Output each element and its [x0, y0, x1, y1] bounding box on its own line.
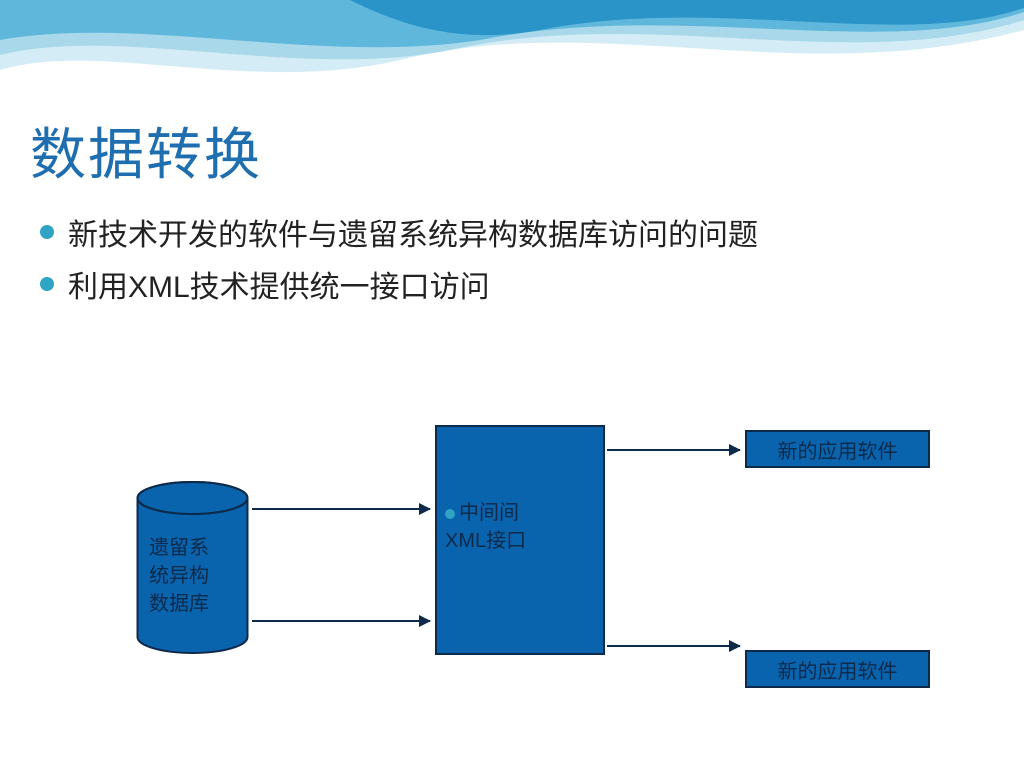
node-app-bottom: 新的应用软件: [745, 650, 930, 688]
label-line: 统异构: [149, 565, 209, 587]
edge-arrow: [252, 620, 430, 622]
bullet-dot-icon: [445, 509, 455, 519]
node-middleware-label: 中间间 XML接口: [445, 499, 526, 555]
bullet-dot-icon: [40, 225, 54, 239]
edge-arrow: [607, 645, 740, 647]
bullet-list: 新技术开发的软件与遗留系统异构数据库访问的问题 利用XML技术提供统一接口访问: [40, 210, 758, 314]
bullet-text: 新技术开发的软件与遗留系统异构数据库访问的问题: [68, 210, 758, 254]
label-line: 遗留系: [149, 537, 209, 559]
label-line: 数据库: [149, 593, 209, 615]
edge-arrow: [252, 508, 430, 510]
label-line: 新的应用软件: [778, 655, 898, 684]
label-line: 中间间: [459, 502, 519, 524]
label-line: 新的应用软件: [778, 435, 898, 464]
wave-background: [0, 0, 1024, 120]
edge-arrow: [607, 449, 740, 451]
node-database: 遗留系 统异构 数据库: [135, 480, 250, 655]
bullet-item: 利用XML技术提供统一接口访问: [40, 262, 758, 306]
node-app-top: 新的应用软件: [745, 430, 930, 468]
node-database-label: 遗留系 统异构 数据库: [135, 534, 250, 618]
architecture-diagram: 遗留系 统异构 数据库 中间间 XML接口 新的应用软件 新的应用软件: [0, 420, 1024, 760]
bullet-dot-icon: [40, 277, 54, 291]
bullet-item: 新技术开发的软件与遗留系统异构数据库访问的问题: [40, 210, 758, 254]
slide-title: 数据转换: [30, 110, 262, 191]
label-line: XML接口: [445, 530, 526, 552]
bullet-text: 利用XML技术提供统一接口访问: [68, 262, 490, 306]
node-middleware: 中间间 XML接口: [435, 425, 605, 655]
